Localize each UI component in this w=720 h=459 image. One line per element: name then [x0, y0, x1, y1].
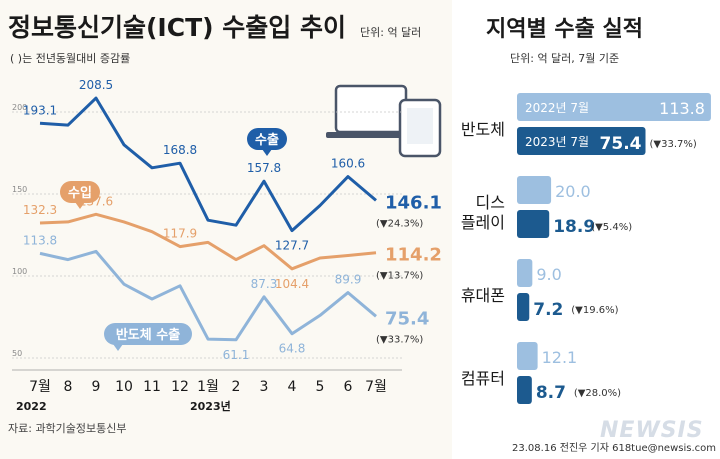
- bar-value-2023-2: 7.2: [533, 300, 563, 320]
- category-label-3-0: 컴퓨터: [461, 369, 505, 388]
- bar-change-1: (▼5.4%): [591, 222, 632, 233]
- series-tag-2: 반도체 수출: [104, 323, 192, 351]
- x-tick-1: 8: [64, 379, 73, 395]
- bar-value-2022-1: 20.0: [555, 182, 591, 201]
- series-tag-label-2: 반도체 수출: [116, 327, 180, 343]
- y-tick-200: 200: [12, 103, 27, 112]
- bar-value-2023-3: 8.7: [536, 383, 566, 403]
- series-line-1: [39, 212, 377, 271]
- last-value-s1: 114.2: [385, 245, 442, 266]
- data-label-s0-9: 127.7: [275, 239, 309, 253]
- series-tag-label-0: 수출: [255, 132, 279, 148]
- series-tag-pointer-1: [75, 202, 85, 209]
- data-label-s2-0: 113.8: [23, 233, 57, 247]
- bar-value-2023-0: 75.4: [600, 134, 642, 154]
- x-tick-11: 6: [344, 379, 353, 395]
- data-label-s0-0: 193.1: [23, 103, 57, 117]
- bar-2022-3: [517, 342, 538, 370]
- series-line-2: [39, 249, 377, 342]
- series-tag-0: 수출: [247, 128, 287, 156]
- credit-text: 23.08.16 전진우 기자 618tue@newsis.com: [512, 442, 716, 454]
- category-label-0-0: 반도체: [461, 120, 505, 139]
- data-label-s0-5: 168.8: [163, 143, 197, 157]
- bar-2022-1: [517, 176, 552, 204]
- data-label-s0-8: 157.8: [247, 161, 281, 175]
- bar-change-2: (▼19.6%): [571, 305, 618, 316]
- x-tick-2: 9: [92, 379, 101, 395]
- x-tick-7: 2: [232, 379, 241, 395]
- laptop-icon: [334, 84, 408, 134]
- series-tag-bg-2: [104, 323, 192, 345]
- legend-2023: 2023년 7월: [525, 135, 589, 149]
- last-value-s0: 146.1: [385, 192, 442, 213]
- line-chart-panel: [0, 0, 452, 459]
- legend-2022: 2022년 7월: [525, 101, 589, 115]
- bar-chart-panel: [452, 0, 720, 459]
- watermark: NEWSIS: [600, 418, 704, 443]
- last-change-s2: (▼33.7%): [376, 334, 423, 345]
- category-label-1-0: 디스: [476, 193, 505, 212]
- device-illustration: [326, 84, 442, 158]
- tablet-screen: [407, 108, 433, 144]
- year-label-2022: 2022: [16, 400, 47, 413]
- x-tick-0: 7월: [29, 379, 51, 395]
- right-unit-label: 단위: 억 달러, 7월 기준: [510, 52, 619, 65]
- unit-label: 단위: 억 달러: [360, 26, 421, 39]
- x-tick-12: 7월: [365, 379, 387, 395]
- data-label-s2-11: 89.9: [335, 273, 362, 287]
- y-tick-50: 50: [12, 349, 22, 358]
- bar-2023-3: [517, 376, 532, 404]
- data-label-s0-2: 208.5: [79, 78, 113, 92]
- bar-2023-2: [517, 293, 530, 321]
- category-label-2-0: 휴대폰: [461, 286, 505, 305]
- y-tick-150: 150: [12, 185, 27, 194]
- bar-value-2023-1: 18.9: [553, 217, 595, 237]
- bar-change-0: (▼33.7%): [650, 139, 697, 150]
- source-text: 자료: 과학기술정보통신부: [8, 422, 127, 435]
- data-label-s2-7: 61.1: [223, 348, 250, 362]
- series-tag-bg-1: [60, 181, 100, 203]
- bar-2023-0: [517, 127, 646, 155]
- x-tick-3: 10: [115, 379, 133, 395]
- laptop-base: [326, 132, 416, 138]
- change-note: ( )는 전년동월대비 증감률: [10, 52, 130, 65]
- last-change-s1: (▼13.7%): [376, 271, 423, 282]
- x-tick-4: 11: [143, 379, 161, 395]
- series-tag-1: 수입: [60, 181, 100, 209]
- bar-change-3: (▼28.0%): [574, 388, 621, 399]
- series-tag-pointer-2: [113, 344, 123, 351]
- series-tag-pointer-0: [262, 149, 272, 156]
- year-label-2023: 2023년: [190, 399, 231, 413]
- data-label-s1-5: 117.9: [163, 227, 197, 241]
- bar-2023-1: [517, 210, 550, 238]
- y-tick-100: 100: [12, 267, 27, 276]
- data-label-s1-0: 132.3: [23, 203, 57, 217]
- data-label-s2-8: 87.3: [251, 277, 278, 291]
- series-tag-bg-0: [247, 128, 287, 150]
- bar-2022-2: [517, 259, 533, 287]
- x-tick-8: 3: [260, 379, 269, 395]
- x-tick-10: 5: [316, 379, 325, 395]
- series-line-0: [39, 96, 377, 233]
- x-tick-6: 1월: [197, 379, 219, 395]
- data-label-s0-11: 160.6: [331, 157, 365, 171]
- bar-value-2022-2: 9.0: [536, 265, 561, 284]
- category-label-1-1: 플레이: [461, 213, 505, 232]
- right-title: 지역별 수출 실적: [486, 17, 643, 42]
- x-tick-9: 4: [288, 379, 297, 395]
- data-label-s1-9: 104.4: [275, 277, 309, 291]
- last-value-s2: 75.4: [385, 308, 429, 329]
- bar-value-2022-3: 12.1: [542, 348, 578, 367]
- last-change-s0: (▼24.3%): [376, 218, 423, 229]
- x-tick-5: 12: [171, 379, 189, 395]
- series-tag-label-1: 수입: [68, 186, 92, 201]
- chart-title: 정보통신기술(ICT) 수출입 추이: [8, 13, 346, 42]
- data-label-s2-9: 64.8: [279, 342, 306, 356]
- bar-2022-0: [517, 93, 711, 121]
- bar-value-2022-0: 113.8: [659, 99, 705, 118]
